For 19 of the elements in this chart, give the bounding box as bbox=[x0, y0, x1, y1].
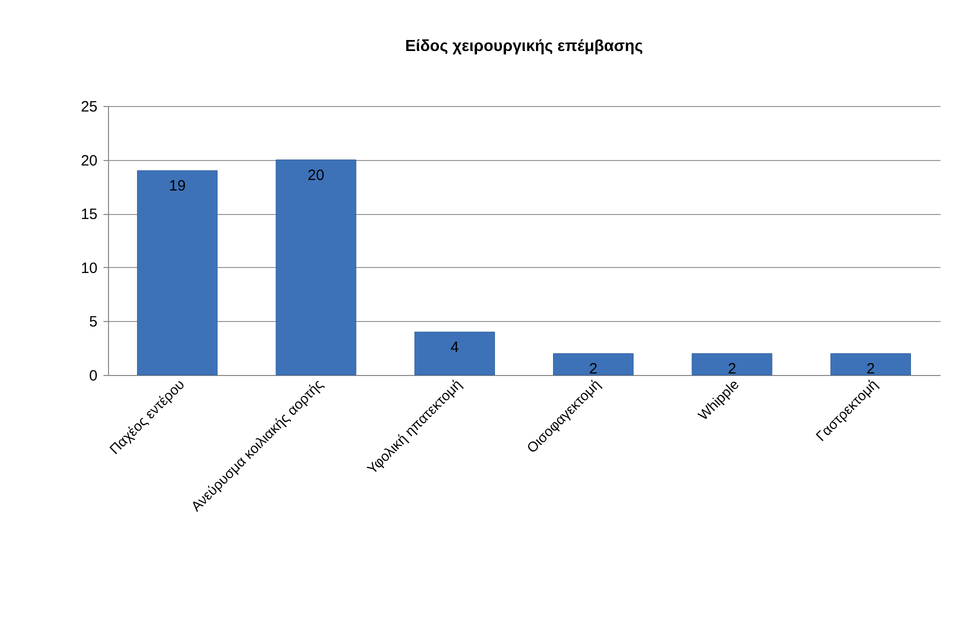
y-tick-label: 0 bbox=[89, 368, 98, 384]
data-label: 20 bbox=[308, 166, 324, 184]
data-label: 4 bbox=[450, 338, 459, 356]
chart-title: Είδος χειρουργικής επέμβασης bbox=[405, 38, 643, 55]
data-label: 19 bbox=[168, 178, 186, 195]
y-tick-label: 5 bbox=[89, 314, 98, 331]
bar bbox=[830, 353, 911, 376]
y-tick-label: 10 bbox=[80, 260, 98, 277]
data-label: 2 bbox=[589, 360, 598, 378]
bar bbox=[137, 170, 218, 376]
y-tick-label: 15 bbox=[80, 206, 98, 224]
bar bbox=[414, 332, 495, 376]
data-label: 2 bbox=[728, 360, 736, 378]
bar bbox=[276, 160, 356, 376]
bar bbox=[692, 353, 772, 376]
y-tick-label: 25 bbox=[80, 98, 98, 116]
data-label: 2 bbox=[866, 360, 875, 378]
bar bbox=[553, 353, 634, 376]
y-tick-label: 20 bbox=[80, 152, 98, 170]
